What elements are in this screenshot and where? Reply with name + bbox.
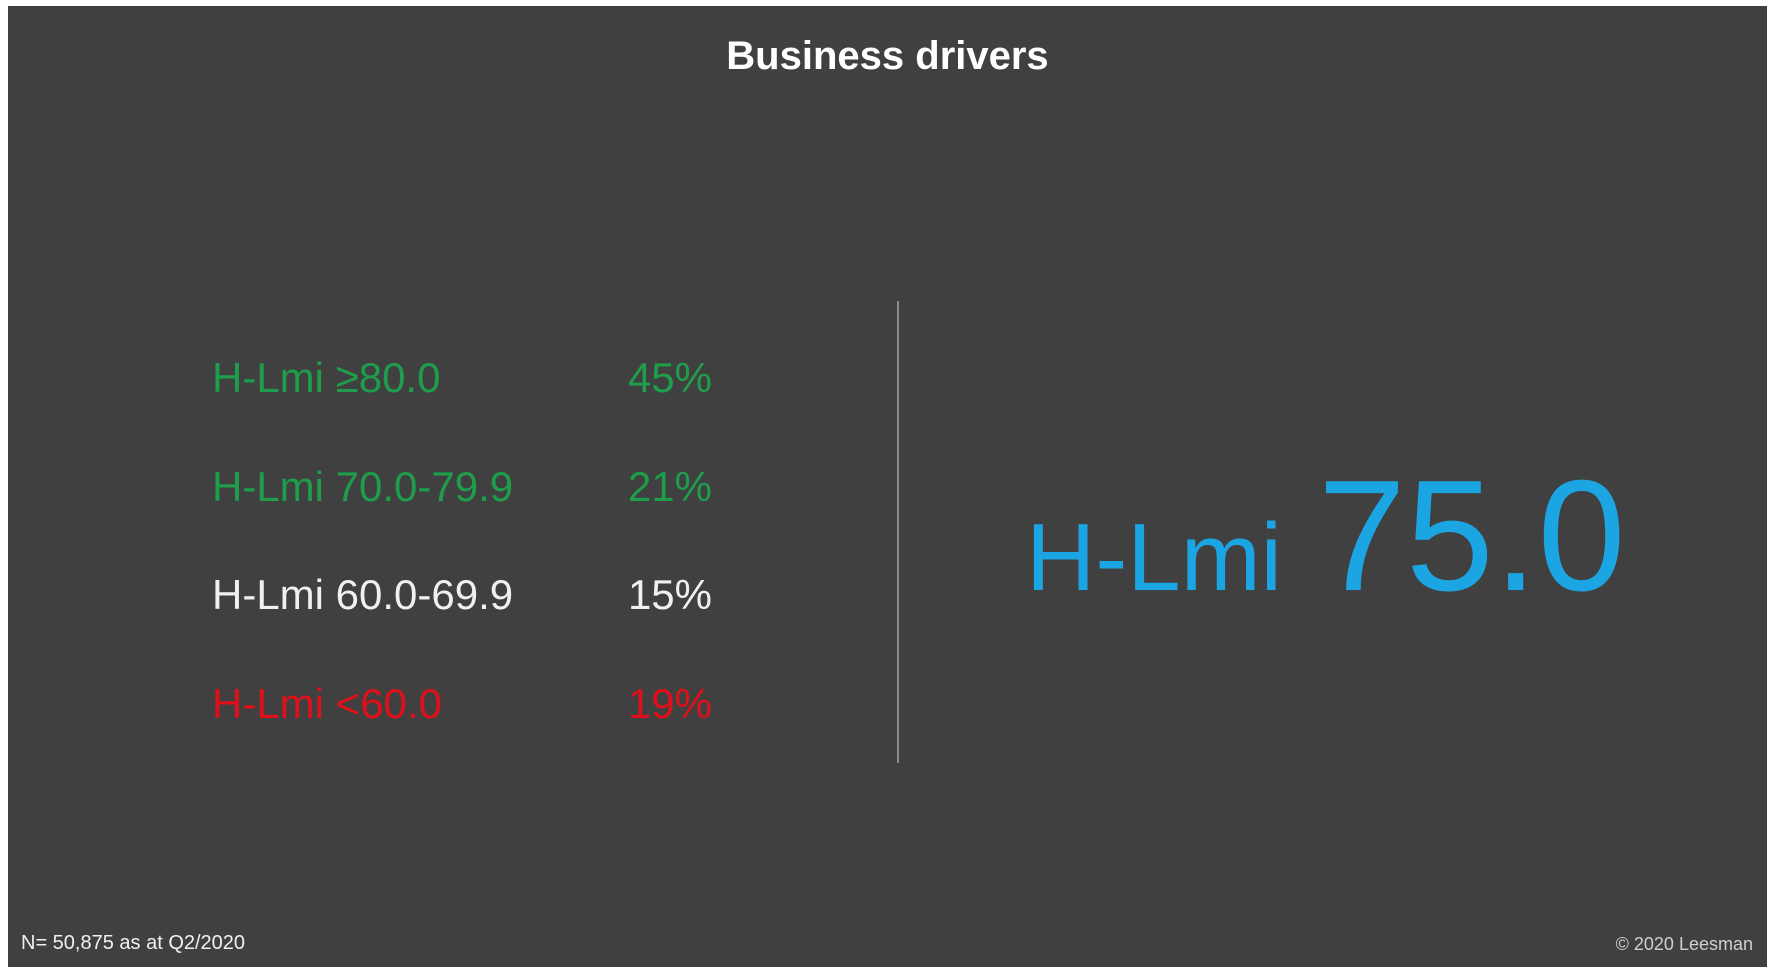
score-row: H-Lmi <60.0 19%	[212, 680, 712, 740]
headline: H-Lmi 75.0	[1026, 446, 1626, 627]
copyright: © 2020 Leesman	[1615, 934, 1753, 954]
footer-note: N= 50,875 as at Q2/2020	[21, 932, 246, 954]
row-value: 45%	[627, 354, 712, 401]
row-value: 15%	[627, 571, 712, 618]
score-row: H-Lmi 70.0-79.9 21%	[212, 463, 712, 523]
row-value: 19%	[627, 680, 712, 727]
row-label: H-Lmi 60.0-69.9	[212, 571, 514, 618]
score-row: H-Lmi ≥80.0 45%	[212, 354, 712, 414]
row-label: H-Lmi ≥80.0	[212, 354, 441, 401]
score-row: H-Lmi 60.0-69.9 15%	[212, 571, 712, 631]
row-label: H-Lmi 70.0-79.9	[212, 463, 514, 510]
slide: Business drivers H-Lmi ≥80.0 45% H-Lmi 7…	[8, 6, 1767, 967]
row-label: H-Lmi <60.0	[212, 680, 442, 727]
headline-prefix: H-Lmi	[1026, 504, 1282, 611]
divider	[897, 301, 899, 763]
row-value: 21%	[627, 463, 712, 510]
headline-value: 75.0	[1317, 448, 1626, 624]
slide-title: Business drivers	[726, 34, 1049, 78]
